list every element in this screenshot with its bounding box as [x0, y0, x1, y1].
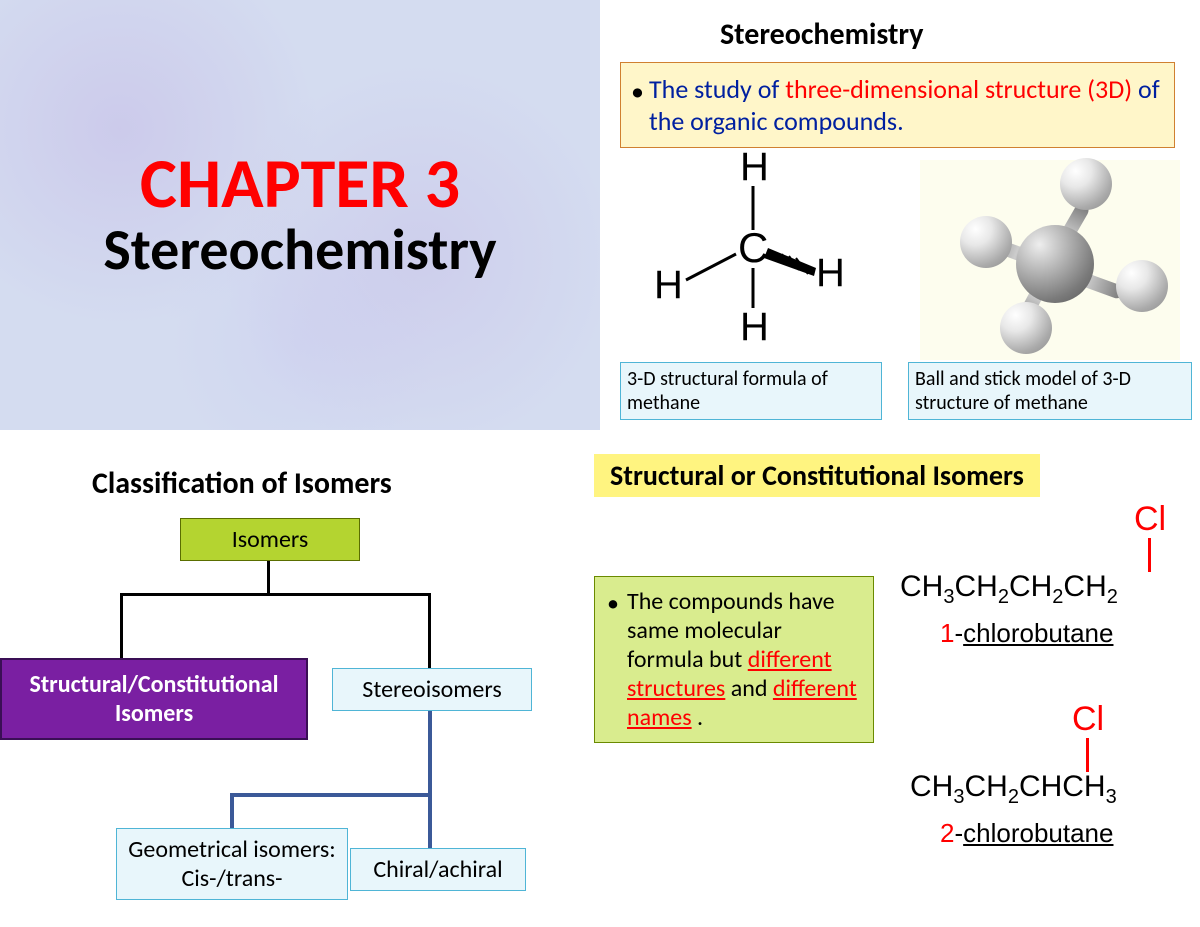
atom-h-top: H: [740, 150, 769, 189]
stereochemistry-heading: Stereochemistry: [720, 16, 923, 53]
title-panel: CHAPTER 3 Stereochemistry: [0, 0, 600, 430]
cl-label: Cl: [1072, 700, 1104, 739]
bullet-icon: •: [607, 589, 619, 618]
structural-heading: Structural or Constitutional Isomers: [594, 454, 1040, 497]
atom-h-right: H: [816, 251, 845, 295]
bullet-icon: •: [631, 75, 644, 107]
mol1-formula: CH3CH2CH2CH2: [900, 570, 1118, 609]
isomer-tree: Isomers Structural/Constitutional Isomer…: [0, 508, 600, 918]
definition-red: three-dimensional structure (3D): [785, 73, 1132, 105]
mol1-name: 1-chlorobutane: [940, 618, 1113, 649]
model-panel: Ball and stick model of 3-D structure of…: [908, 160, 1192, 420]
cl-bond: [1148, 538, 1151, 572]
definition-box: • The study of three-dimensional structu…: [620, 62, 1175, 148]
h-atom: [960, 216, 1012, 268]
h-atom: [1000, 302, 1052, 354]
molecule-2: Cl CH3CH2CHCH3 2-chlorobutane: [900, 700, 1200, 900]
model-bg: [920, 160, 1180, 360]
gb-t3: .: [697, 703, 703, 732]
h-atom: [1116, 260, 1168, 312]
tree-geo: Geometrical isomers: Cis-/trans-: [116, 828, 348, 900]
methane-formula-panel: H C H H H 3-D structural formula of meth…: [620, 160, 888, 420]
molecule-1: Cl CH3CH2CH2CH2 1-chlorobutane: [900, 500, 1200, 700]
mol2-name: 2-chlorobutane: [940, 818, 1113, 849]
gb-t2: and: [731, 674, 773, 703]
cl-bond: [1086, 738, 1089, 772]
model-caption: Ball and stick model of 3-D structure of…: [908, 362, 1192, 420]
greenbox: • The compounds have same molecular form…: [594, 576, 874, 743]
chapter-number: CHAPTER 3: [140, 148, 460, 218]
methane-caption: 3-D structural formula of methane: [620, 362, 882, 420]
cl-label: Cl: [1134, 500, 1166, 539]
center-atom: [1016, 225, 1094, 303]
tree-structural: Structural/Constitutional Isomers: [0, 658, 308, 740]
tree-chiral: Chiral/achiral: [350, 848, 526, 891]
classification-heading: Classification of Isomers: [92, 465, 392, 502]
chapter-topic: Stereochemistry: [103, 218, 496, 282]
tree-isomers: Isomers: [180, 518, 360, 561]
atom-c: C: [738, 224, 768, 271]
atom-h-left: H: [654, 263, 683, 307]
methane-svg: H C H H H: [620, 150, 888, 364]
h-atom: [1060, 158, 1112, 210]
atom-h-bottom: H: [740, 305, 769, 349]
mol2-formula: CH3CH2CHCH3: [910, 770, 1117, 809]
tree-stereo: Stereoisomers: [332, 668, 532, 711]
definition-pre: The study of: [649, 73, 785, 105]
molecules-area: Cl CH3CH2CH2CH2 1-chlorobutane Cl CH3CH2…: [900, 500, 1200, 900]
